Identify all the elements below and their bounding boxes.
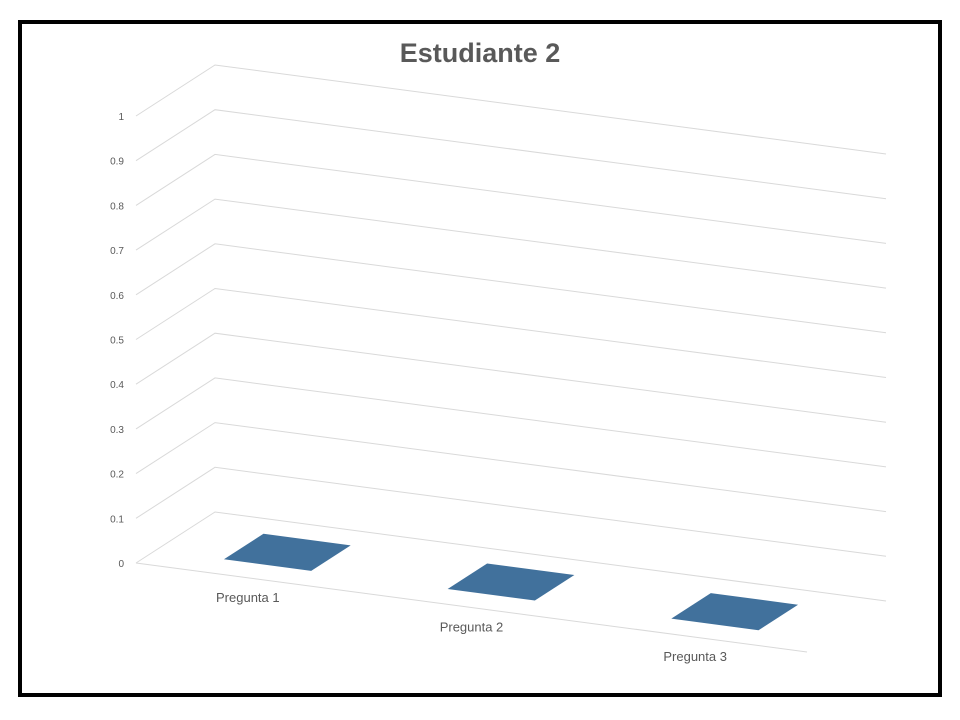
y-tick-label: 0.3 bbox=[110, 425, 124, 436]
y-tick-label: 0.5 bbox=[110, 336, 124, 347]
y-tick-label: 0.7 bbox=[110, 246, 124, 257]
bar bbox=[447, 563, 575, 601]
y-tick-label: 0.9 bbox=[110, 157, 124, 168]
y-tick-label: 0.4 bbox=[110, 380, 124, 391]
gridline bbox=[135, 332, 887, 423]
y-tick-label: 0.2 bbox=[110, 470, 124, 481]
y-tick-label: 0.8 bbox=[110, 201, 124, 212]
x-axis-line bbox=[135, 562, 808, 653]
gridline bbox=[135, 422, 887, 513]
y-tick-label: 0 bbox=[118, 559, 124, 570]
gridline bbox=[135, 64, 887, 155]
bar bbox=[671, 593, 799, 631]
gridline bbox=[135, 377, 887, 468]
chart-title: Estudiante 2 bbox=[399, 38, 561, 68]
y-tick-label: 0.1 bbox=[110, 514, 124, 525]
x-tick-label: Pregunta 1 bbox=[216, 590, 280, 605]
gridline bbox=[135, 243, 887, 334]
gridline bbox=[135, 287, 887, 378]
gridline bbox=[135, 466, 887, 557]
gridline bbox=[135, 198, 887, 289]
gridline bbox=[135, 109, 887, 200]
gridline bbox=[135, 511, 887, 602]
x-tick-label: Pregunta 2 bbox=[440, 620, 504, 635]
y-tick-label: 1 bbox=[118, 112, 124, 123]
bar bbox=[223, 533, 351, 571]
y-tick-label: 0.6 bbox=[110, 291, 124, 302]
gridline bbox=[135, 153, 887, 244]
x-tick-label: Pregunta 3 bbox=[663, 649, 727, 664]
